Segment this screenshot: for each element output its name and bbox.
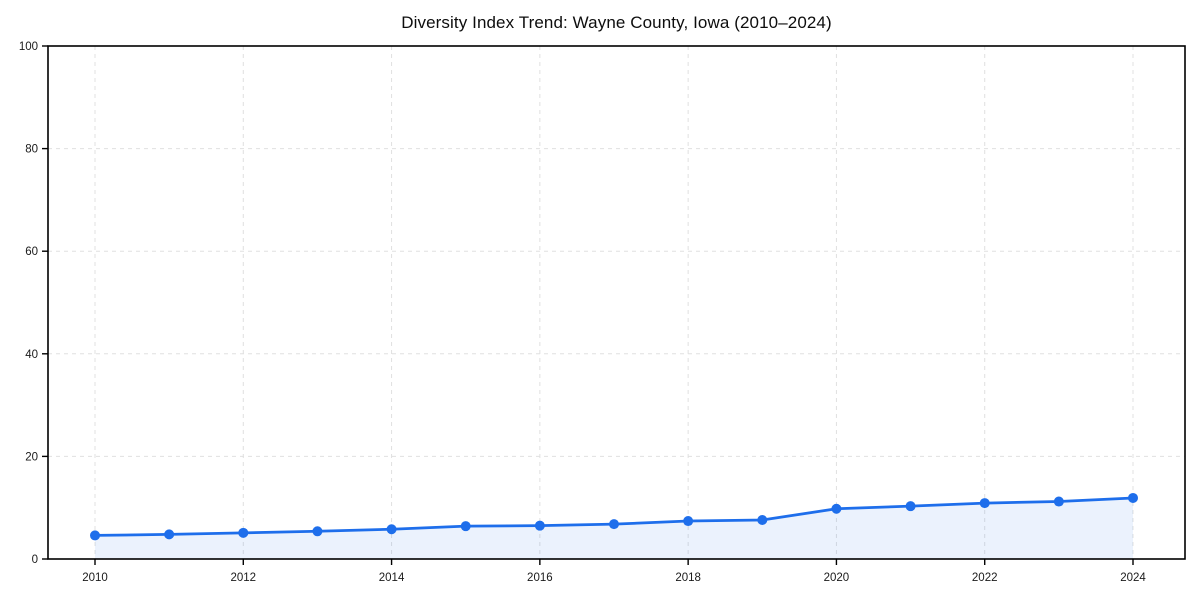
x-tick-label: 2020	[824, 572, 850, 584]
data-point	[238, 527, 249, 538]
x-tick-label: 2014	[379, 572, 405, 584]
data-point	[831, 503, 842, 514]
data-point	[386, 524, 397, 535]
data-point	[312, 526, 323, 537]
x-tick-label: 2018	[675, 572, 701, 584]
y-tick-label: 0	[32, 554, 38, 566]
data-point	[164, 529, 175, 540]
x-tick-label: 2012	[230, 572, 256, 584]
data-point	[757, 515, 768, 526]
chart-title: Diversity Index Trend: Wayne County, Iow…	[401, 13, 832, 32]
data-point	[905, 501, 916, 512]
data-point	[1128, 492, 1138, 503]
data-point	[609, 519, 619, 530]
data-point	[979, 498, 990, 509]
x-tick-label: 2016	[527, 572, 553, 584]
y-tick-label: 100	[19, 41, 38, 53]
data-point	[683, 516, 694, 527]
y-tick-label: 80	[25, 144, 38, 156]
x-tick-label: 2022	[972, 572, 998, 584]
y-tick-label: 20	[25, 451, 38, 463]
axis-frame	[47, 45, 1186, 560]
y-tick-label: 60	[25, 246, 38, 258]
data-point	[1053, 496, 1064, 507]
data-point	[460, 521, 471, 532]
data-point	[90, 530, 100, 541]
x-tick-label: 2010	[82, 572, 108, 584]
y-tick-label: 40	[25, 349, 38, 361]
data-point	[534, 520, 545, 531]
x-tick-label: 2024	[1120, 572, 1146, 584]
